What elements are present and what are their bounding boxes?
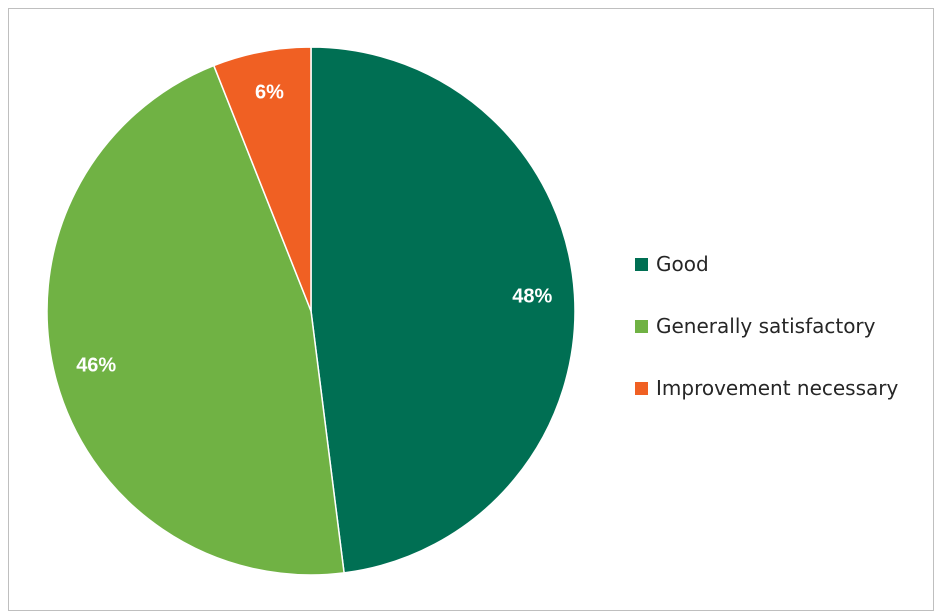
legend-item-generally-satisfactory: Generally satisfactory (635, 295, 898, 357)
pie-data-labels: 48% 46% 6% (76, 81, 552, 376)
legend-item-good: Good (635, 233, 898, 295)
data-label-generally-satisfactory: 46% (76, 354, 116, 376)
pie-slice-generally-satisfactory (46, 64, 345, 576)
legend: Good Generally satisfactory Improvement … (635, 233, 898, 419)
legend-label-improvement-necessary: Improvement necessary (656, 376, 899, 400)
pie-slice-good (310, 46, 576, 574)
data-label-improvement-necessary: 6% (255, 81, 284, 103)
pie-slices (46, 46, 576, 576)
legend-label-good: Good (656, 252, 709, 276)
legend-label-generally-satisfactory: Generally satisfactory (656, 314, 876, 338)
legend-swatch-good (635, 257, 648, 271)
legend-item-improvement-necessary: Improvement necessary (635, 357, 898, 419)
data-label-good: 48% (512, 285, 552, 307)
chart-frame: 48% 46% 6% Good Generally satisfactory Imp… (8, 8, 934, 611)
legend-swatch-improvement-necessary (635, 381, 648, 395)
pie-chart: 48% 46% 6% (46, 46, 576, 576)
legend-swatch-generally-satisfactory (635, 319, 648, 333)
pie-slice-improvement-necessary (212, 46, 312, 312)
